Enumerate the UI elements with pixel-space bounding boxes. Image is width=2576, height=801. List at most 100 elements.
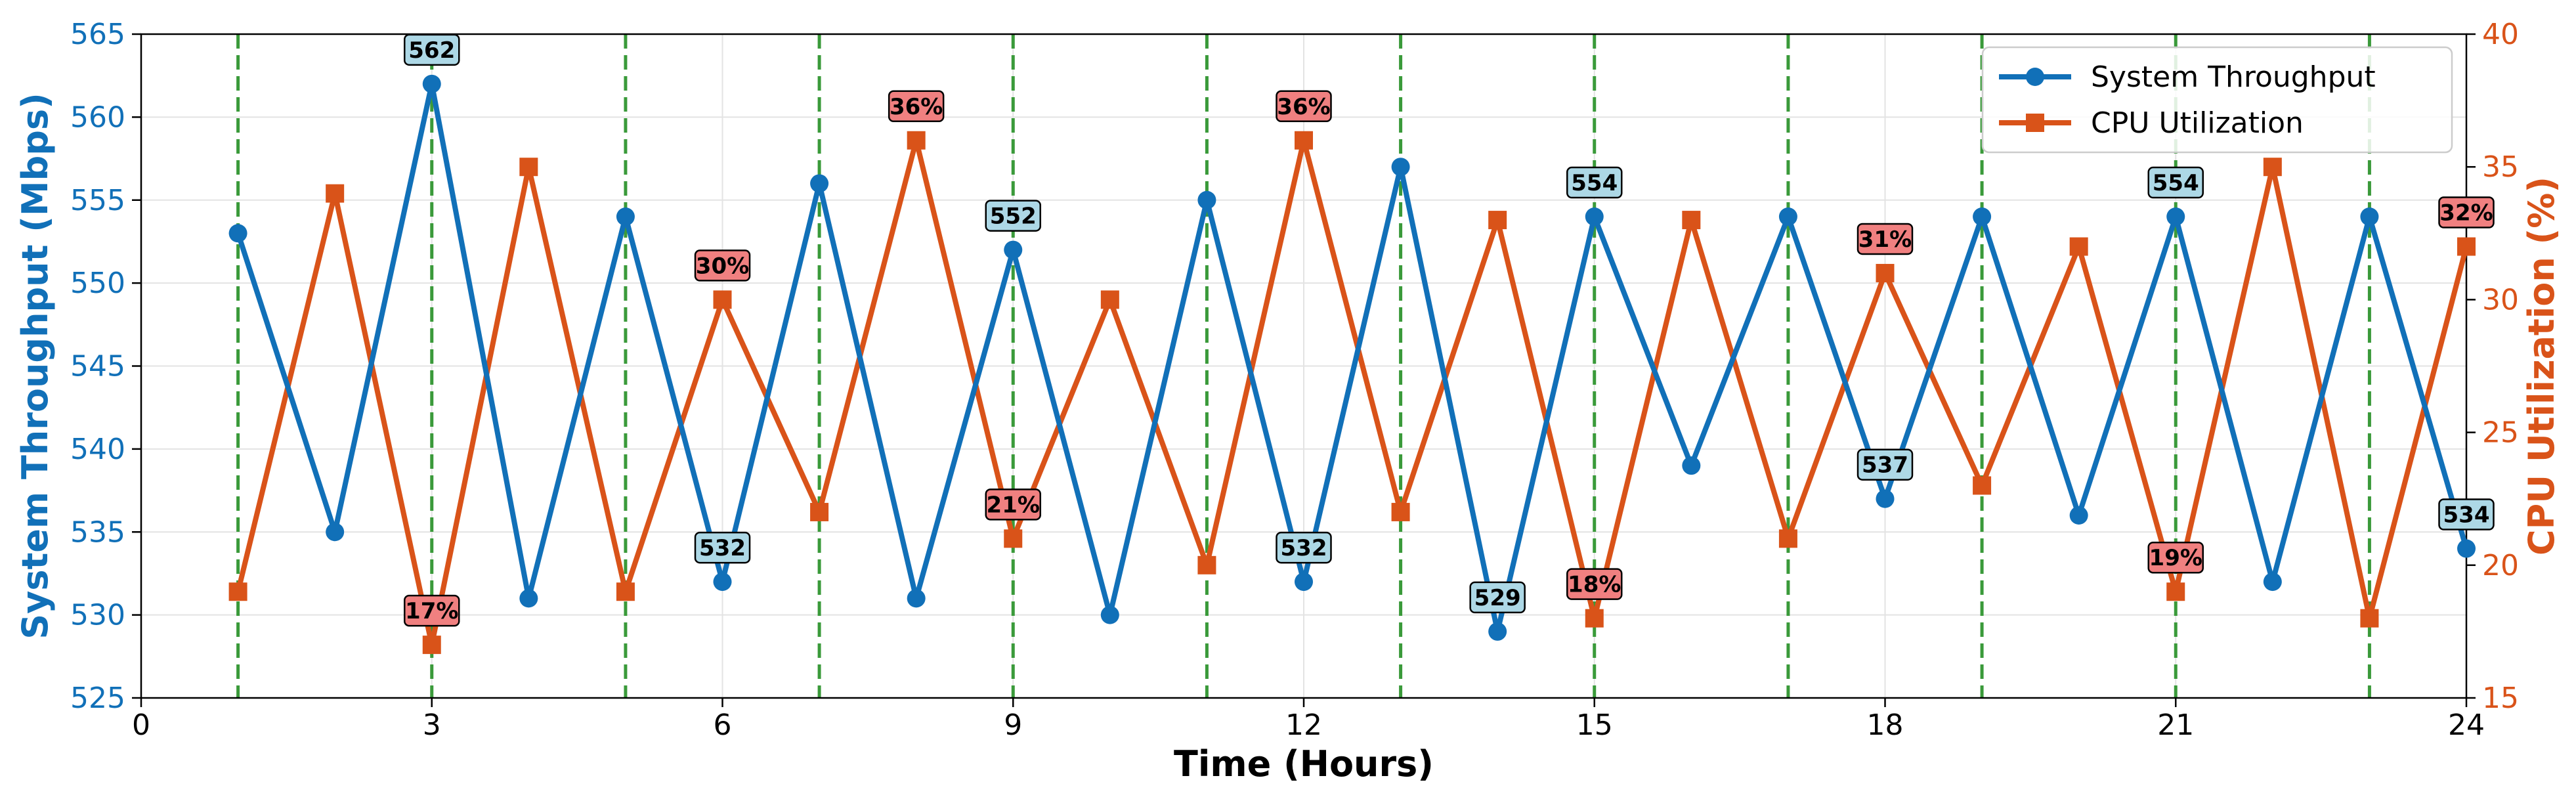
throughput-data-label-text: 554 [2153, 170, 2199, 196]
cpu-utilization-point [519, 158, 538, 177]
cpu-data-label-text: 30% [696, 253, 749, 279]
cpu-data-label: 31% [1857, 223, 1914, 255]
cpu-utilization-point [422, 636, 441, 655]
cpu-utilization-line [235, 137, 2469, 648]
system-throughput-point [1004, 240, 1023, 259]
system-throughput-point [326, 523, 345, 542]
cpu-data-label-box [985, 488, 1041, 521]
throughput-data-label-box [404, 33, 460, 66]
right-y-axis-title: CPU Utilization (%) [2521, 177, 2562, 555]
cpu-data-label-box [2147, 541, 2204, 574]
throughput-data-label-text: 532 [699, 535, 746, 561]
throughput-data-label-text: 554 [1571, 170, 1618, 196]
system-throughput-point [616, 207, 635, 227]
cpu-data-label-box [888, 90, 945, 123]
left-y-tick-label: 545 [70, 350, 125, 383]
throughput-data-label: 554 [1566, 166, 1623, 199]
cpu-data-label: 18% [1566, 568, 1623, 600]
throughput-data-label-text: 532 [1281, 535, 1327, 561]
cpu-utilization-point [2457, 237, 2476, 256]
cpu-data-label: 17% [404, 594, 460, 627]
throughput-data-label: 552 [985, 200, 1041, 232]
cpu-data-label: 32% [2438, 196, 2495, 228]
system-throughput-point [2263, 573, 2282, 592]
system-throughput-point [2166, 207, 2185, 227]
cpu-utilization-point [1391, 502, 1410, 521]
throughput-data-label: 532 [694, 531, 751, 564]
axis-titles: Time (Hours) System Throughput (Mbps) CPU … [14, 93, 2562, 785]
cpu-utilization-point [810, 502, 829, 521]
x-tick-label: 6 [714, 708, 732, 742]
cpu-utilization-point [713, 290, 732, 309]
cpu-data-label-text: 36% [1277, 94, 1330, 120]
cpu-data-label-box [404, 594, 460, 627]
system-throughput-point [519, 589, 538, 608]
cpu-utilization-point [1682, 211, 1701, 230]
system-throughput-point [2457, 539, 2476, 558]
right-y-tick-label: 25 [2482, 416, 2519, 450]
right-y-tick-label: 30 [2482, 283, 2519, 316]
system-throughput-point [1585, 207, 1604, 227]
throughput-data-label-box [985, 200, 1041, 232]
throughput-data-label-text: 562 [408, 37, 455, 64]
system-throughput-point [228, 224, 247, 243]
throughput-data-label: 537 [1857, 448, 1914, 481]
cpu-utilization-point [1004, 529, 1023, 548]
throughput-data-label: 529 [1469, 581, 1526, 614]
legend: System Throughput CPU Utilization [1981, 46, 2453, 154]
cpu-data-label-box [1276, 90, 1332, 123]
throughput-data-label: 534 [2438, 498, 2495, 530]
system-throughput-point [1876, 489, 1895, 508]
throughput-data-label-box [1857, 448, 1914, 481]
throughput-data-label: 532 [1276, 531, 1332, 564]
cpu-utilization-point [616, 582, 635, 601]
left-y-tick-label: 535 [70, 515, 125, 549]
cpu-data-label: 36% [888, 90, 945, 123]
legend-box [1981, 46, 2453, 154]
cpu-utilization-point [1197, 555, 1216, 574]
x-tick-label: 12 [1285, 708, 1322, 742]
legend-cpu-marker [2026, 114, 2044, 132]
system-throughput-point [1100, 605, 1119, 624]
throughput-data-label-text: 552 [990, 204, 1037, 230]
cpu-utilization-point [1876, 263, 1895, 282]
system-throughput-point [1682, 456, 1701, 475]
cpu-data-label-text: 32% [2439, 200, 2493, 227]
x-tick-label: 18 [1867, 708, 1904, 742]
x-tick-label: 21 [2157, 708, 2194, 742]
cpu-utilization-point [907, 131, 926, 150]
throughput-data-label-box [2438, 498, 2495, 530]
system-throughput-point [810, 174, 829, 193]
system-throughput-point [1973, 207, 1992, 227]
system-throughput-point [907, 589, 926, 608]
cpu-utilization-point [2166, 582, 2185, 601]
system-throughput-line [235, 81, 2469, 634]
cpu-utilization-point [228, 582, 247, 601]
left-y-tick-label: 525 [70, 682, 125, 715]
cpu-data-label-text: 36% [890, 94, 943, 120]
throughput-data-label-box [1566, 166, 1623, 199]
cpu-utilization-point [1488, 211, 1507, 230]
left-y-tick-label: 560 [70, 100, 125, 134]
cpu-data-label-box [1857, 223, 1914, 255]
data-labels: 562 532 552 532 529 554 537 554 534 17% 30% 36% 21% 3… [404, 33, 2495, 627]
throughput-data-label-box [1469, 581, 1526, 614]
cpu-utilization-point [1100, 290, 1119, 309]
x-axis-title: Time (Hours) [1174, 743, 1434, 785]
throughput-data-label-text: 534 [2443, 502, 2490, 529]
cpu-data-label-text: 21% [987, 492, 1040, 518]
left-y-tick-label: 565 [70, 18, 125, 51]
system-throughput-point [1488, 622, 1507, 641]
left-y-axis-title: System Throughput (Mbps) [14, 93, 56, 639]
system-throughput-point [2069, 506, 2088, 525]
throughput-data-label-text: 537 [1862, 452, 1908, 479]
cpu-data-label-box [694, 249, 751, 282]
throughput-data-label: 554 [2147, 166, 2204, 199]
system-throughput-point [1778, 207, 1797, 227]
cpu-utilization-point [2360, 609, 2379, 628]
system-throughput-point [713, 573, 732, 592]
cpu-utilization-point [1973, 476, 1992, 495]
cpu-data-label: 36% [1276, 90, 1332, 123]
throughput-data-label: 562 [404, 33, 460, 66]
